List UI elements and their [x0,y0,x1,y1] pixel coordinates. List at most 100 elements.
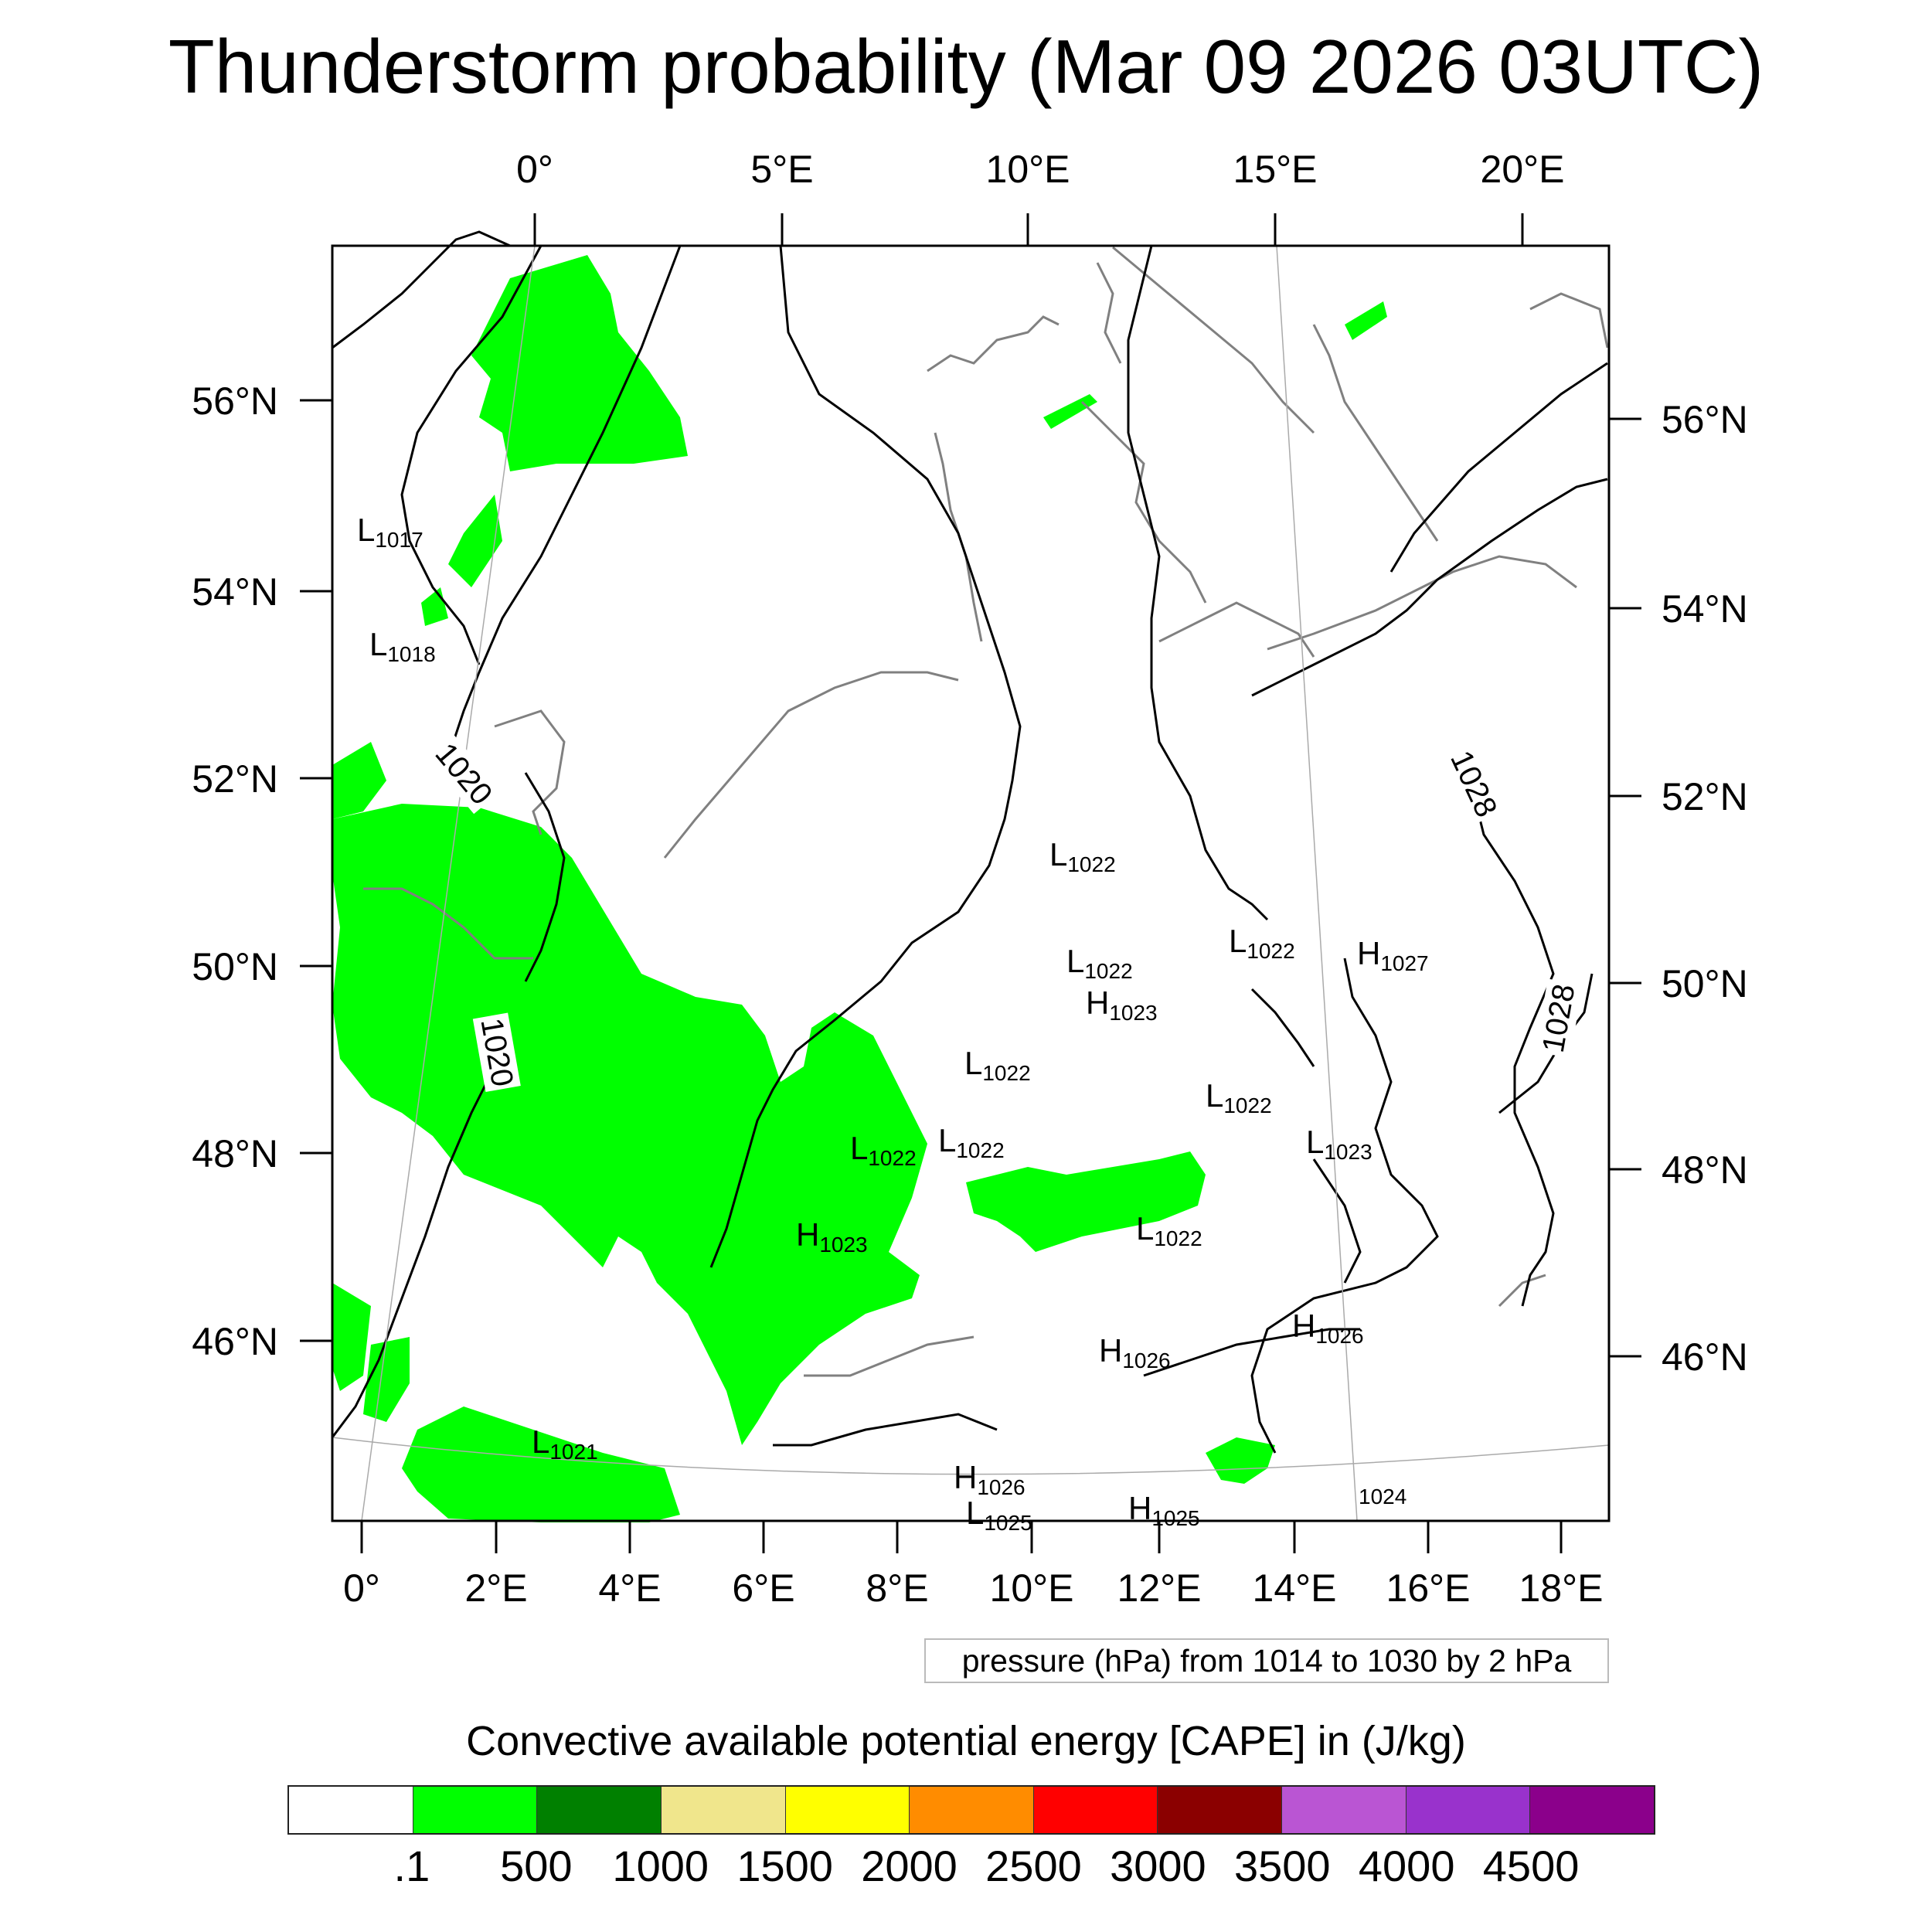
pressure-center: L1017 [357,512,423,552]
isobar-line [1250,988,1315,1067]
isobar-line [709,245,1022,1268]
pressure-center: L1022 [1049,836,1116,876]
pressure-center: L1022 [1206,1077,1272,1117]
pressure-centers: L1017 L1018 L1022 L1022 H1023 L1022 H102… [357,512,1429,1535]
axis-ticks [300,213,1641,1553]
bottom-lon-label: 6°E [732,1566,794,1610]
top-lon-label: 20°E [1481,148,1565,191]
colorbar-swatch [537,1787,662,1833]
colorbar-label: 2500 [985,1842,1082,1890]
graticule-lon-0 [361,245,536,1522]
bottom-lon-label: 0° [343,1566,380,1610]
colorbar-swatch [661,1787,786,1833]
bottom-lon-label: 10°E [990,1566,1074,1610]
cape-area-north-sea-strip [448,495,502,587]
colorbar-labels: .1 500 1000 1500 2000 2500 3000 3500 4000 4500 [0,1841,1932,1895]
pressure-center: L1022 [1229,923,1295,963]
left-lat-label: 48°N [192,1132,278,1175]
colorbar-swatch [289,1787,413,1833]
isobar-line [332,230,511,349]
isobar-line [773,1413,998,1447]
cape-area-south-blob [402,1406,680,1522]
isobar-line [400,245,543,665]
isobar-line [1250,957,1439,1454]
colorbar-label: 2000 [861,1842,957,1890]
cape-area-adriatic [1206,1437,1275,1484]
graticule [332,245,1610,1522]
isobar-line [1312,1158,1362,1284]
plot-frame [331,244,1611,1522]
pressure-center: L1022 [1066,943,1133,983]
cape-area-sweden-2 [1345,301,1387,340]
colorbar-label: 500 [500,1842,573,1890]
right-lat-label: 48°N [1662,1148,1748,1192]
colorbar-swatch [1158,1787,1283,1833]
bottom-lon-label: 12°E [1117,1566,1202,1610]
colorbar-label: 3500 [1233,1842,1331,1890]
pressure-center: H1025 [1128,1490,1200,1530]
bottom-lon-label: 18°E [1519,1566,1604,1610]
colorbar-swatch [413,1787,538,1833]
cape-area-west-big [332,804,927,1445]
right-lat-label: 46°N [1662,1335,1748,1379]
contour-label: 1028 [1536,981,1582,1055]
bottom-lon-label: 2°E [464,1566,527,1610]
graticule-lat-45 [332,1437,1610,1475]
right-lat-label: 50°N [1662,962,1748,1005]
cape-areas [332,255,1387,1522]
right-lat-label: 54°N [1662,587,1748,631]
cape-area-sweden-1 [1043,394,1097,429]
left-lat-label: 50°N [192,945,278,988]
colorbar [287,1785,1655,1835]
bottom-lon-label: 4°E [598,1566,661,1610]
isobar-line [524,772,566,982]
bottom-lon-label: 14°E [1253,1566,1337,1610]
pressure-center: L1025 [966,1495,1032,1535]
colorbar-swatch [785,1787,910,1833]
cape-area-alps-band [966,1151,1206,1252]
colorbar-label: 1000 [612,1842,709,1890]
left-lat-label: 54°N [192,570,278,614]
pressure-center: H1023 [1086,985,1158,1025]
coastlines [363,246,1609,1377]
bottom-lon-label: 16°E [1386,1566,1471,1610]
pressure-center: H1026 [1099,1332,1171,1372]
chart-title: Thunderstorm probability (Mar 09 2026 03… [168,24,1764,109]
pressure-center: L1018 [369,626,436,666]
cape-area-small-1 [421,587,448,626]
top-lon-label: 0° [516,148,553,191]
top-lon-label: 5°E [750,148,813,191]
colorbar-swatch [1033,1787,1158,1833]
cape-area-s-edge [363,1337,410,1422]
colorbar-label: 4500 [1482,1842,1580,1890]
colorbar-title: Convective available potential energy [C… [466,1718,1466,1764]
bottom-lon-label: 8°E [866,1566,928,1610]
isobar-line [1389,362,1608,573]
colorbar-swatch [1530,1787,1655,1833]
right-lat-label: 52°N [1662,775,1748,818]
colorbar-label: .1 [393,1842,430,1890]
pressure-center: 1024 [1359,1485,1406,1509]
pressure-center: H1026 [1292,1308,1364,1348]
pressure-center: L1022 [964,1045,1031,1085]
axis-labels: 0° 5°E 10°E 15°E 20°E 0° 2°E 4°E 6°E 8°E… [192,148,1747,1610]
cape-area-west-edge [332,742,386,819]
contour-note: pressure (hPa) from 1014 to 1030 by 2 hP… [924,1638,1609,1683]
pressure-center: H1023 [796,1216,868,1257]
isobar-line [1251,478,1608,697]
pressure-center: L1021 [532,1423,598,1464]
colorbar-swatch [910,1787,1034,1833]
left-lat-label: 46°N [192,1320,278,1363]
isobar-line [1127,245,1269,921]
cape-area-sw-edge [332,1283,371,1391]
colorbar-label: 3000 [1110,1842,1206,1890]
graticule-lon-15 [1276,245,1358,1522]
right-lat-label: 56°N [1662,398,1748,441]
left-lat-label: 52°N [192,757,278,801]
isobar-line [331,1066,496,1438]
pressure-center: H1027 [1357,935,1429,975]
isobar-line [1467,772,1555,1307]
cape-area-north-sea [471,255,688,471]
pressure-center: L1022 [850,1130,917,1170]
